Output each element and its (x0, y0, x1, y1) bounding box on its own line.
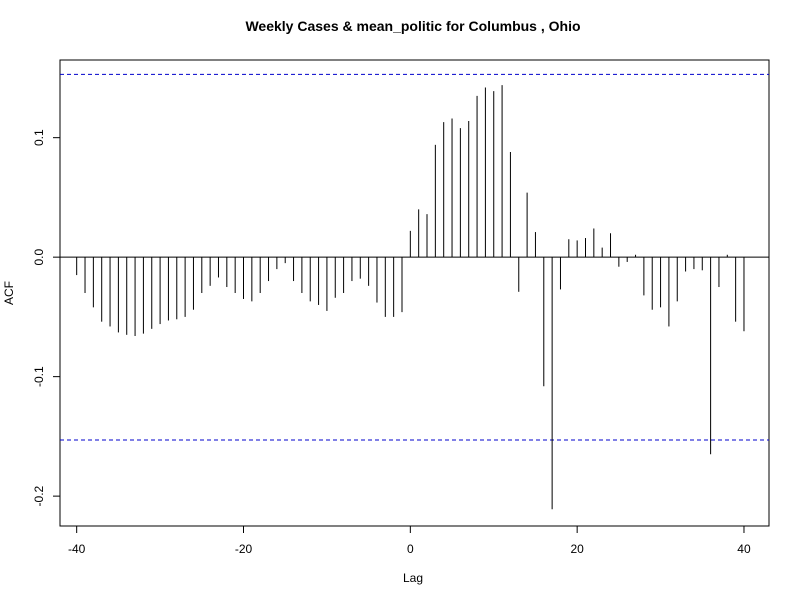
plot-frame (59, 59, 770, 527)
y-tick-label: -0.2 (32, 485, 46, 506)
x-tick-label: -20 (235, 542, 253, 556)
x-tick-label: 20 (570, 542, 584, 556)
acf-bars (76, 85, 745, 510)
chart-title: Weekly Cases & mean_politic for Columbus… (245, 18, 580, 34)
x-tick-label: 0 (407, 542, 414, 556)
y-tick-label: 0.1 (32, 129, 46, 146)
y-tick-label: -0.1 (32, 366, 46, 387)
x-tick-label: -40 (68, 542, 86, 556)
y-tick-label: 0.0 (32, 248, 46, 265)
y-axis: -0.2 -0.1 0.0 0.1 (32, 129, 60, 506)
x-axis: -40 -20 0 20 40 (68, 526, 751, 556)
y-axis-label: ACF (2, 281, 16, 305)
confidence-bounds (60, 73, 769, 441)
x-axis-label: Lag (403, 571, 423, 585)
x-tick-label: 40 (737, 542, 751, 556)
